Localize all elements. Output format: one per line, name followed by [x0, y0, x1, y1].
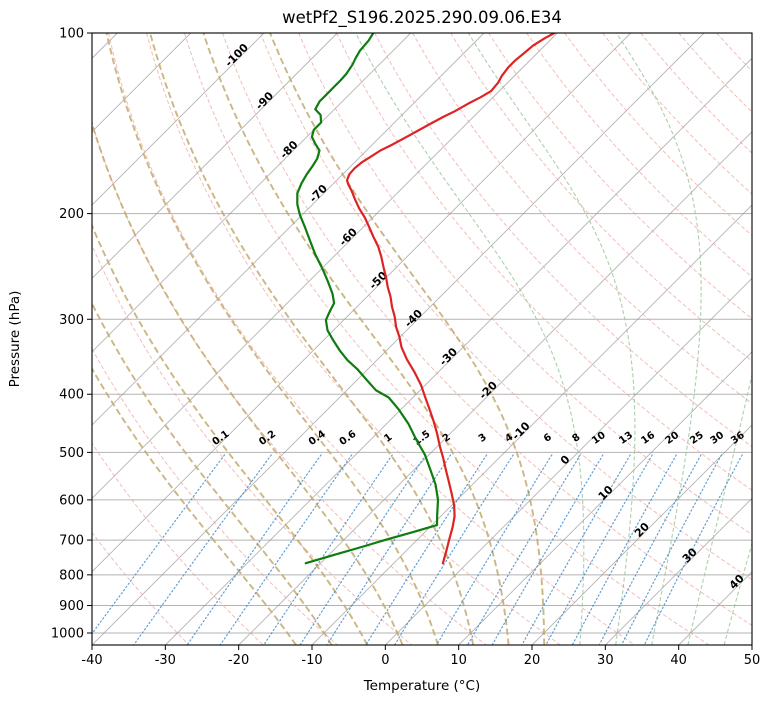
mixing-ratio-line — [466, 454, 581, 645]
mixing-ratio-line — [186, 454, 322, 645]
x-axis-ticks: -40 -30 -20 -10 0 10 20 30 40 50 — [81, 645, 760, 668]
moist-adiabat-line — [615, 33, 702, 645]
x-tick-label: 50 — [744, 653, 761, 668]
y-axis-ticks: 100 200 300 400 500 600 700 800 900 1000 — [51, 27, 92, 642]
dry-adiabat-lines — [92, 33, 752, 645]
isotherm-lines — [92, 33, 752, 645]
isotherm-line — [92, 33, 558, 500]
y-tick-label: 100 — [59, 27, 84, 42]
y-tick-label: 300 — [59, 313, 84, 328]
isotherm-line — [92, 33, 412, 353]
mixing-ratio-line — [365, 454, 488, 645]
x-axis-title: Temperature (°C) — [363, 678, 481, 694]
mixing-ratio-lines — [92, 454, 743, 645]
sounding-profiles — [296, 33, 556, 565]
plot-border — [91, 32, 753, 646]
y-tick-label: 900 — [59, 599, 84, 614]
isotherm-line — [92, 33, 265, 206]
moist-adiabat-line — [149, 33, 475, 645]
mixing-ratio-line — [571, 454, 677, 645]
x-tick-label: 10 — [450, 653, 467, 668]
x-tick-label: -30 — [155, 653, 176, 668]
x-tick-label: 40 — [670, 653, 687, 668]
mixing-ratio-line — [133, 454, 272, 645]
isotherm-line — [92, 33, 485, 426]
x-tick-label: -10 — [301, 653, 322, 668]
mixing-ratio-line — [491, 454, 604, 645]
mixing-ratio-line — [521, 454, 631, 645]
mixing-ratio-line — [219, 454, 353, 645]
dry-adiabat-line — [92, 347, 338, 645]
moist-adiabat-line — [467, 33, 636, 645]
axes: wetPf2_S196.2025.290.09.06.E34 Temperatu… — [7, 8, 760, 694]
dry-adiabat-line — [336, 33, 752, 491]
temperature-curve — [345, 33, 556, 565]
dry-adiabat-line — [602, 33, 752, 195]
isotherm-line — [165, 57, 752, 645]
y-tick-label: 800 — [59, 568, 84, 583]
dewpoint-curve — [296, 33, 440, 565]
y-tick-label: 600 — [59, 493, 84, 508]
dry-adiabat-line — [92, 531, 190, 645]
moist-adiabat-line — [92, 120, 404, 645]
moist-adiabat-line — [355, 33, 585, 645]
chart-title: wetPf2_S196.2025.290.09.06.E34 — [282, 8, 562, 28]
isotherm-line — [92, 33, 632, 573]
dry-adiabat-line — [450, 33, 752, 362]
isotherm-line — [385, 277, 752, 645]
moist-adiabat-line — [202, 33, 510, 645]
dry-adiabat-line — [146, 33, 635, 645]
moist-adiabat-lines-warm — [355, 33, 752, 645]
y-tick-label: 1000 — [51, 627, 84, 642]
mixing-ratio-line — [598, 454, 702, 645]
dry-adiabat-line — [92, 121, 487, 645]
isotherm-line — [92, 33, 705, 645]
mixing-ratio-line — [643, 454, 743, 645]
x-tick-label: -20 — [228, 653, 249, 668]
isotherm-line — [238, 131, 752, 645]
moist-adiabat-line — [92, 223, 369, 645]
dry-adiabat-line — [640, 33, 752, 154]
x-tick-label: 20 — [524, 653, 541, 668]
isotherm-line — [605, 497, 752, 645]
moist-adiabat-line — [687, 372, 752, 645]
x-tick-label: -40 — [81, 653, 102, 668]
mixing-ratio-line — [263, 454, 393, 645]
x-tick-label: 0 — [381, 653, 389, 668]
dry-adiabat-line — [222, 33, 752, 626]
dry-adiabat-line — [108, 33, 561, 645]
mixing-ratio-line — [326, 454, 452, 645]
mixing-ratio-line — [299, 454, 427, 645]
dry-adiabat-line — [374, 33, 752, 448]
dry-adiabat-line — [184, 33, 710, 645]
dry-adiabat-line — [526, 33, 752, 278]
moist-adiabat-line — [269, 33, 546, 645]
isotherm-line — [531, 424, 752, 645]
y-tick-label: 500 — [59, 446, 84, 461]
mixing-ratio-line — [545, 454, 653, 645]
pressure-gridlines — [92, 33, 752, 634]
y-tick-label: 200 — [59, 207, 84, 222]
y-axis-title: Pressure (hPa) — [7, 291, 23, 388]
mixing-ratio-line — [92, 454, 226, 635]
x-tick-label: 30 — [597, 653, 614, 668]
mixing-ratio-line — [621, 454, 722, 645]
isotherm-line — [92, 33, 338, 279]
mixing-ratio-line — [394, 454, 514, 645]
y-tick-label: 700 — [59, 534, 84, 549]
isotherm-line — [458, 351, 752, 645]
y-tick-label: 400 — [59, 388, 84, 403]
